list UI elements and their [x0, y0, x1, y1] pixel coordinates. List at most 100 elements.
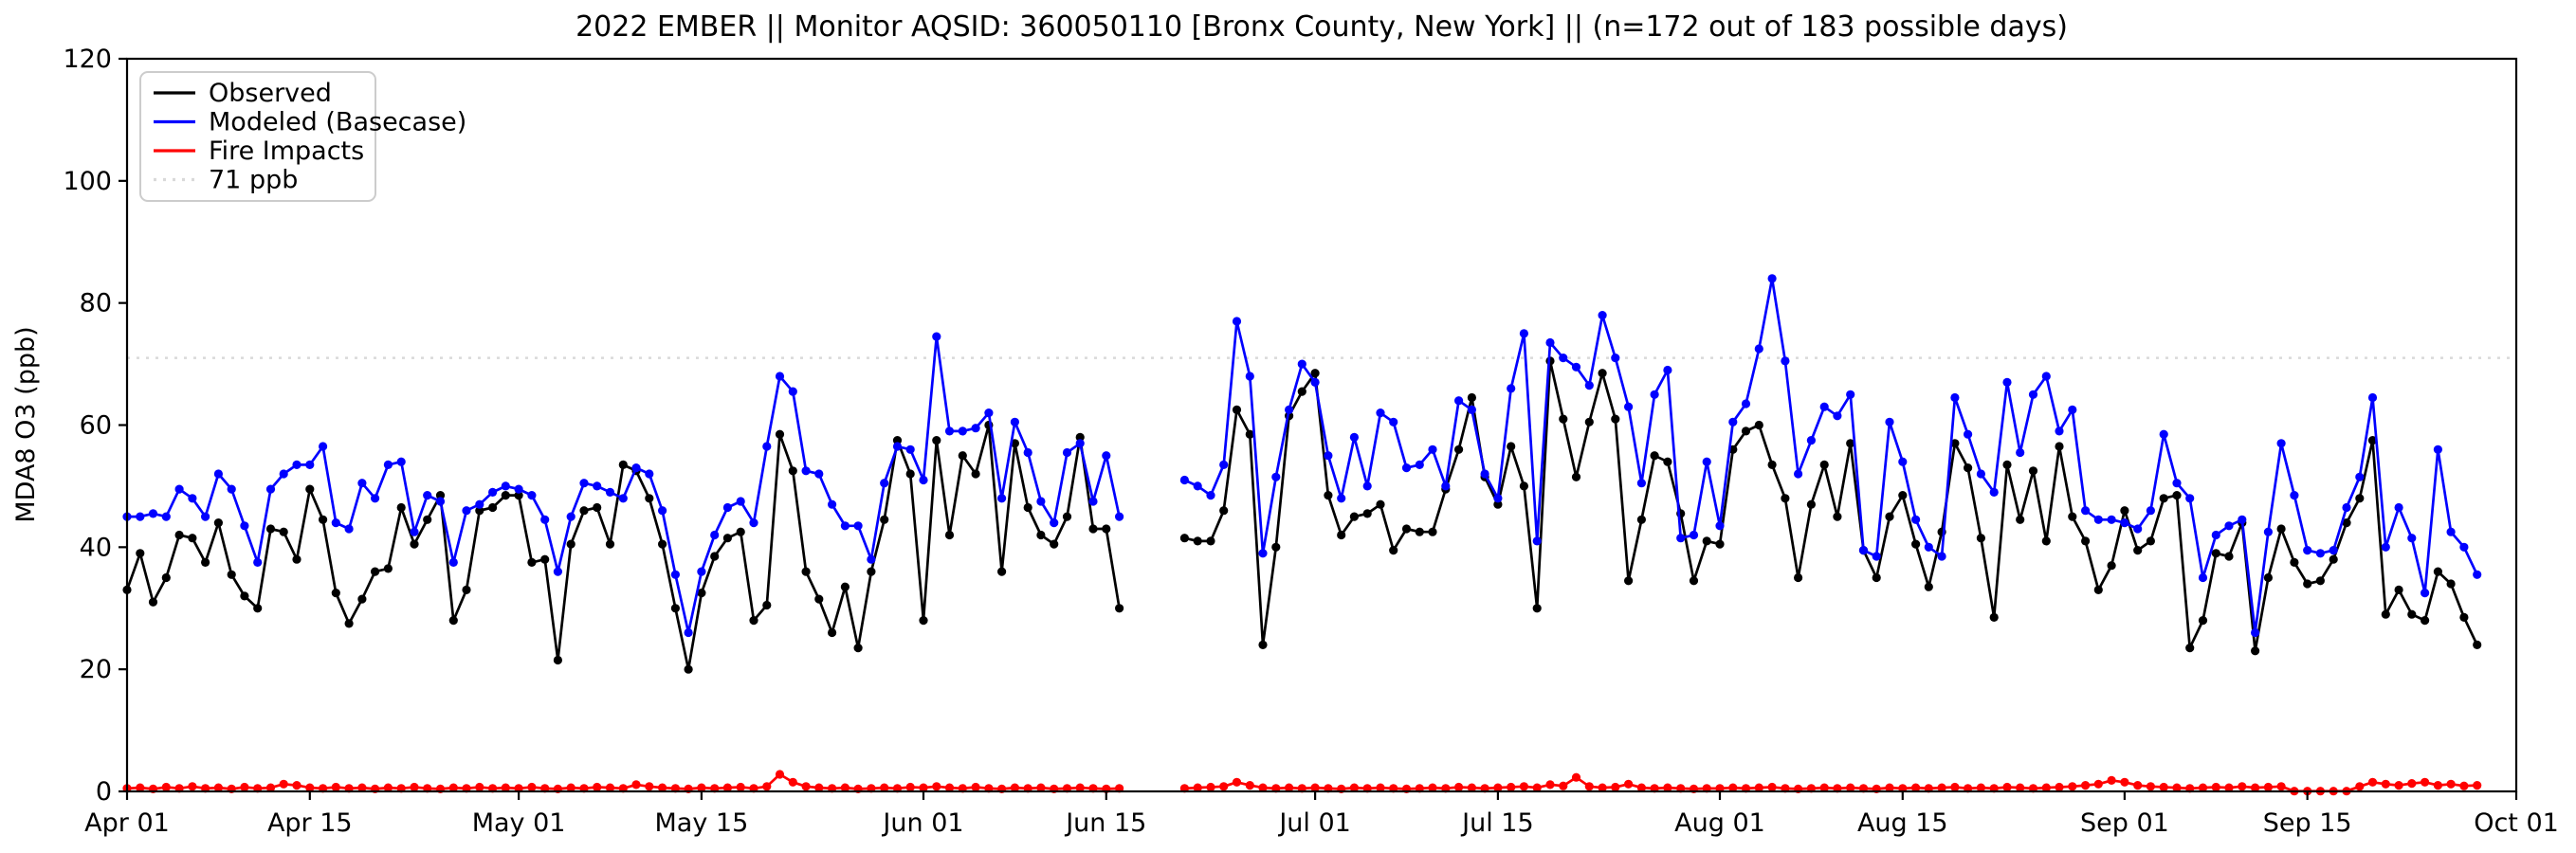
- data-point: [932, 332, 941, 341]
- data-point: [2081, 536, 2091, 546]
- data-point: [944, 426, 955, 436]
- x-tick-label: May 01: [472, 808, 566, 838]
- x-tick-label: Oct 01: [2474, 808, 2559, 838]
- data-point: [279, 469, 288, 479]
- chart-title: 2022 EMBER || Monitor AQSID: 360050110 […: [575, 10, 2068, 44]
- data-point: [148, 597, 158, 607]
- data-point: [2224, 552, 2234, 561]
- data-point: [1441, 481, 1451, 491]
- data-point: [2342, 502, 2351, 513]
- data-point: [2433, 781, 2442, 790]
- data-point: [253, 604, 263, 613]
- data-point: [174, 530, 184, 540]
- data-point: [905, 782, 915, 792]
- data-point: [710, 552, 720, 561]
- data-point: [1794, 469, 1803, 479]
- data-point: [253, 557, 263, 568]
- data-point: [161, 512, 171, 521]
- data-point: [1545, 780, 1555, 789]
- data-point: [1846, 439, 1855, 448]
- data-point: [1806, 499, 1816, 509]
- data-point: [1950, 782, 1960, 792]
- data-point: [1559, 781, 1568, 790]
- data-point: [1193, 783, 1202, 792]
- data-point: [1493, 783, 1503, 792]
- data-point: [1584, 782, 1594, 791]
- data-point: [2028, 390, 2038, 399]
- data-point: [2276, 439, 2286, 448]
- data-point: [1885, 783, 1894, 792]
- data-point: [867, 554, 876, 564]
- data-point: [1310, 783, 1320, 792]
- data-point: [2290, 491, 2299, 500]
- data-point: [1050, 539, 1059, 549]
- data-point: [1806, 436, 1816, 445]
- data-point: [292, 460, 301, 469]
- data-point: [279, 779, 288, 789]
- data-point: [527, 782, 537, 792]
- data-point: [2055, 426, 2064, 436]
- data-point: [1023, 447, 1032, 458]
- data-point: [201, 557, 210, 568]
- data-point: [853, 644, 863, 653]
- data-point: [2446, 579, 2456, 589]
- data-point: [1362, 509, 1372, 518]
- data-point: [201, 512, 210, 521]
- data-point: [1271, 472, 1281, 481]
- data-point: [319, 442, 328, 451]
- data-point: [2146, 506, 2155, 516]
- data-point: [1493, 494, 1503, 503]
- data-point: [2120, 506, 2129, 516]
- data-point: [1010, 783, 1019, 792]
- data-point: [410, 527, 419, 536]
- data-point: [1480, 469, 1489, 479]
- data-point: [971, 424, 980, 433]
- data-point: [2002, 782, 2012, 792]
- data-point: [1872, 572, 1881, 583]
- data-point: [2041, 372, 2051, 381]
- x-tick-label: Jul 15: [1460, 808, 1534, 838]
- data-point: [2263, 572, 2273, 583]
- y-tick-label: 40: [80, 533, 112, 562]
- data-point: [658, 539, 667, 549]
- data-point: [1741, 399, 1751, 408]
- data-point: [213, 783, 223, 792]
- data-point: [1702, 457, 1711, 466]
- data-point: [527, 491, 537, 500]
- data-point: [1454, 396, 1464, 406]
- series-line: [1184, 359, 2478, 653]
- data-point: [188, 494, 197, 503]
- data-point: [1741, 426, 1751, 436]
- data-point: [971, 469, 980, 479]
- data-point: [1102, 524, 1111, 534]
- data-point: [1636, 515, 1646, 524]
- data-point: [1349, 432, 1359, 442]
- data-point: [749, 616, 758, 626]
- data-point: [305, 783, 315, 792]
- data-point: [814, 783, 824, 792]
- data-point: [840, 783, 850, 792]
- data-point: [540, 554, 550, 564]
- data-point: [1415, 460, 1424, 469]
- data-point: [2211, 530, 2220, 540]
- data-point: [396, 457, 406, 466]
- data-point: [880, 783, 889, 792]
- data-point: [475, 506, 484, 516]
- data-point: [371, 494, 380, 503]
- data-point: [2263, 782, 2273, 792]
- data-point: [1050, 518, 1059, 528]
- data-point: [2016, 447, 2025, 458]
- data-point: [1650, 390, 1659, 399]
- data-point: [2355, 782, 2365, 791]
- data-point: [501, 783, 510, 792]
- data-point: [736, 527, 745, 536]
- data-point: [566, 783, 575, 792]
- data-point: [265, 484, 276, 494]
- data-point: [1715, 521, 1725, 531]
- data-point: [1062, 512, 1072, 521]
- y-tick-label: 0: [96, 777, 112, 807]
- x-tick-label: Apr 01: [84, 808, 170, 838]
- data-point: [788, 777, 797, 787]
